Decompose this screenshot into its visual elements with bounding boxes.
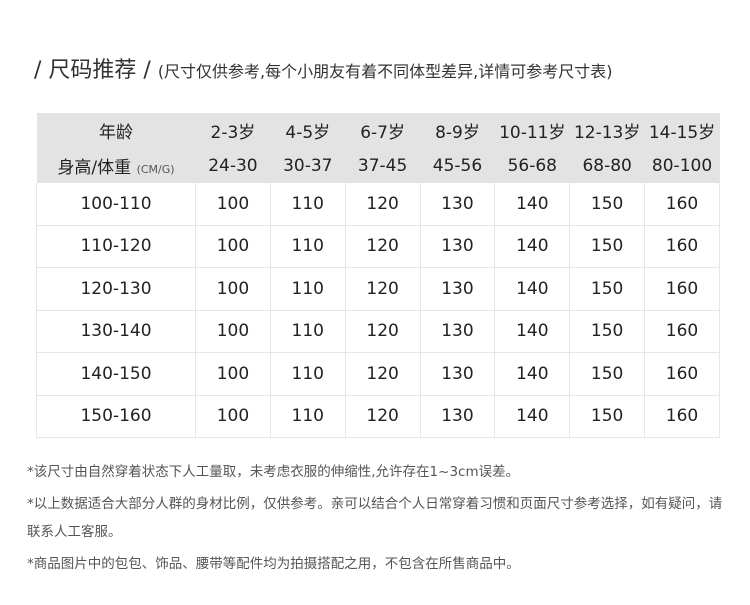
height-cell: 150-160 <box>36 395 196 438</box>
weight-cell: 80-100 <box>644 148 720 183</box>
size-cell: 100 <box>195 267 271 311</box>
note: *商品图片中的包包、饰品、腰带等配件均为拍摄搭配之用，不包含在所售商品中。 <box>27 556 520 572</box>
size-cell: 150 <box>569 352 645 396</box>
height-cell: 140-150 <box>36 352 196 396</box>
age-cell: 6-7岁 <box>345 113 421 148</box>
title-subtitle: (尺寸仅供参考,每个小朋友有着不同体型差异,详情可参考尺寸表) <box>157 62 613 81</box>
table-row: 110-120 100 110 120 130 140 150 160 <box>36 225 720 268</box>
title-main: / 尺码推荐 / <box>34 58 151 83</box>
age-row: 年龄 2-3岁 4-5岁 6-7岁 8-9岁 10-11岁 12-13岁 14-15岁 <box>36 113 720 148</box>
size-cell: 150 <box>569 183 645 226</box>
size-cell: 120 <box>344 310 421 353</box>
size-cell: 140 <box>494 183 570 226</box>
size-cell: 160 <box>644 267 720 311</box>
size-cell: 160 <box>644 352 720 396</box>
size-cell: 100 <box>195 352 271 396</box>
size-cell: 100 <box>195 395 271 438</box>
table-row: 140-150 100 110 120 130 140 150 160 <box>36 352 720 396</box>
height-weight-row: 身高/体重 (CM/G) 24-30 30-37 37-45 45-56 56-68 68… <box>36 148 720 183</box>
size-cell: 150 <box>569 395 645 438</box>
size-cell: 150 <box>569 267 645 311</box>
size-cell: 140 <box>494 310 570 353</box>
height-cell: 110-120 <box>36 225 196 268</box>
size-cell: 160 <box>644 225 720 268</box>
age-cell: 4-5岁 <box>270 113 346 148</box>
age-cell: 14-15岁 <box>644 113 720 148</box>
size-cell: 160 <box>644 395 720 438</box>
size-cell: 120 <box>344 225 421 268</box>
size-cell: 110 <box>269 225 346 268</box>
size-cell: 120 <box>344 395 421 438</box>
size-cell: 140 <box>494 395 570 438</box>
size-cell: 160 <box>644 183 720 226</box>
page-title: / 尺码推荐 / (尺寸仅供参考,每个小朋友有着不同体型差异,详情可参考尺寸表) <box>34 52 612 84</box>
size-cell: 130 <box>419 352 495 396</box>
size-cell: 140 <box>494 352 570 396</box>
height-cell: 130-140 <box>36 310 196 353</box>
weight-cell: 37-45 <box>345 148 421 183</box>
size-cell: 140 <box>494 267 570 311</box>
height-cell: 120-130 <box>36 267 196 311</box>
height-weight-label: 身高/体重 (CM/G) <box>36 148 196 183</box>
size-cell: 120 <box>344 183 421 226</box>
table-row: 120-130 100 110 120 130 140 150 160 <box>36 267 720 311</box>
height-cell: 100-110 <box>36 183 196 226</box>
size-cell: 100 <box>195 183 271 226</box>
age-cell: 10-11岁 <box>494 113 570 148</box>
size-cell: 140 <box>494 225 570 268</box>
size-cell: 110 <box>269 395 346 438</box>
weight-cell: 68-80 <box>569 148 645 183</box>
size-cell: 120 <box>344 267 421 311</box>
size-cell: 120 <box>344 352 421 396</box>
age-cell: 2-3岁 <box>195 113 271 148</box>
weight-cell: 30-37 <box>270 148 346 183</box>
notes: *该尺寸由自然穿着状态下人工量取，未考虑衣服的伸缩性,允许存在1~3cm误差。 … <box>27 458 727 582</box>
note: *该尺寸由自然穿着状态下人工量取，未考虑衣服的伸缩性,允许存在1~3cm误差。 <box>27 464 520 480</box>
size-cell: 110 <box>269 352 346 396</box>
size-cell: 130 <box>419 183 495 226</box>
age-cell: 12-13岁 <box>569 113 645 148</box>
size-cell: 130 <box>419 310 495 353</box>
table-row: 150-160 100 110 120 130 140 150 160 <box>36 395 720 438</box>
table-row: 100-110 100 110 120 130 140 150 160 <box>36 183 720 226</box>
age-cell: 8-9岁 <box>420 113 495 148</box>
weight-cell: 24-30 <box>195 148 271 183</box>
size-chart-table: 年龄 2-3岁 4-5岁 6-7岁 8-9岁 10-11岁 12-13岁 14-15岁 身高… <box>36 113 720 438</box>
size-cell: 160 <box>644 310 720 353</box>
size-cell: 100 <box>195 225 271 268</box>
size-cell: 110 <box>269 267 346 311</box>
size-cell: 150 <box>569 225 645 268</box>
table-row: 130-140 100 110 120 130 140 150 160 <box>36 310 720 353</box>
size-cell: 130 <box>419 225 495 268</box>
size-cell: 110 <box>269 183 346 226</box>
weight-cell: 56-68 <box>494 148 570 183</box>
size-cell: 100 <box>195 310 271 353</box>
size-cell: 130 <box>419 267 495 311</box>
note: *以上数据适合大部分人群的身材比例，仅供参考。亲可以结合个人日常穿着习惯和页面尺… <box>27 496 723 540</box>
size-cell: 130 <box>419 395 495 438</box>
size-cell: 150 <box>569 310 645 353</box>
size-cell: 110 <box>269 310 346 353</box>
age-label: 年龄 <box>36 113 196 148</box>
weight-cell: 45-56 <box>420 148 495 183</box>
